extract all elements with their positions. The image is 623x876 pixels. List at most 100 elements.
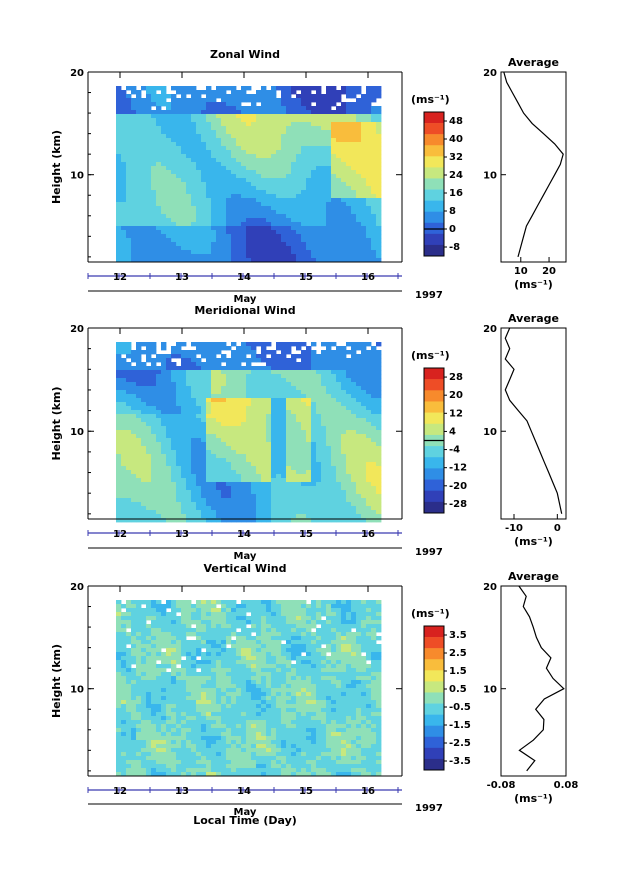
heatmap-cell [316, 438, 322, 443]
heatmap-cell [236, 234, 242, 239]
heatmap-cell [121, 518, 127, 523]
heatmap-cell [286, 158, 292, 163]
heatmap-cell [236, 90, 242, 95]
heatmap-cell [356, 370, 362, 375]
heatmap-cell [361, 402, 367, 407]
heatmap-cell [266, 414, 272, 419]
heatmap-cell [236, 254, 242, 259]
heatmap-cell [236, 198, 242, 203]
heatmap-cell [161, 122, 167, 127]
heatmap-cell [256, 442, 262, 447]
heatmap-cell [131, 608, 137, 613]
heatmap-cell [246, 446, 252, 451]
heatmap-cell [321, 138, 327, 143]
heatmap-cell [136, 418, 142, 423]
heatmap-cell [371, 374, 377, 379]
heatmap-cell [351, 254, 357, 259]
heatmap-cell [131, 700, 137, 705]
heatmap-cell [291, 118, 297, 123]
heatmap-cell [256, 214, 262, 219]
heatmap-cell [201, 482, 207, 487]
heatmap-cell [201, 446, 207, 451]
heatmap-cell [346, 510, 352, 515]
heatmap-cell [331, 158, 337, 163]
heatmap-cell [346, 514, 352, 519]
heatmap-cell [136, 744, 142, 749]
heatmap-cell [216, 490, 222, 495]
heatmap-cell [366, 510, 372, 515]
heatmap-cell [351, 378, 357, 383]
heatmap-cell [261, 254, 267, 259]
heatmap-cell [356, 410, 362, 415]
heatmap-cell [301, 486, 307, 491]
heatmap-cell [316, 474, 322, 479]
heatmap-cell [271, 202, 277, 207]
heatmap-cell [291, 378, 297, 383]
heatmap-cell [181, 214, 187, 219]
heatmap-cell [341, 478, 347, 483]
heatmap-cell [351, 414, 357, 419]
heatmap-cell [296, 142, 302, 147]
heatmap-cell [226, 258, 232, 263]
heatmap-cell [301, 166, 307, 171]
heatmap-cell [196, 126, 202, 131]
heatmap-cell [121, 494, 127, 499]
heatmap-cell [276, 162, 282, 167]
heatmap-cell [121, 482, 127, 487]
heatmap-cell [131, 246, 137, 251]
heatmap-cell [266, 158, 272, 163]
heatmap-cell [151, 158, 157, 163]
heatmap-cell [276, 218, 282, 223]
colorbar-tick-label: 12 [449, 408, 463, 419]
heatmap-cell [271, 374, 277, 379]
heatmap-cell [216, 406, 222, 411]
heatmap-cell [221, 186, 227, 191]
heatmap-cell [341, 438, 347, 443]
heatmap-cell [246, 502, 252, 507]
heatmap-cell [201, 350, 207, 355]
heatmap-cell [151, 210, 157, 215]
heatmap-cell [351, 362, 357, 367]
heatmap-cell [331, 350, 337, 355]
heatmap-cell [321, 414, 327, 419]
heatmap-cell [126, 600, 132, 605]
heatmap-cell [226, 394, 232, 399]
heatmap-cell [291, 106, 297, 111]
heatmap-cell [306, 382, 312, 387]
heatmap-cell [246, 410, 252, 415]
heatmap-cell [126, 398, 132, 403]
heatmap-cell [216, 366, 222, 371]
heatmap-cell [246, 402, 252, 407]
heatmap-cell [176, 514, 182, 519]
heatmap-cell [351, 214, 357, 219]
heatmap-cell [186, 506, 192, 511]
heatmap-cell [261, 150, 267, 155]
heatmap-cell [286, 194, 292, 199]
heatmap-cell [136, 482, 142, 487]
heatmap-cell [116, 166, 122, 171]
heatmap-cell [231, 158, 237, 163]
heatmap-cell [241, 418, 247, 423]
heatmap-cell [181, 498, 187, 503]
heatmap-cell [176, 434, 182, 439]
heatmap-cell [226, 134, 232, 139]
heatmap-cell [151, 506, 157, 511]
heatmap-cell [366, 498, 372, 503]
heatmap-cell [186, 402, 192, 407]
heatmap-cell [266, 482, 272, 487]
heatmap-cell [226, 126, 232, 131]
heatmap-cell [256, 162, 262, 167]
heatmap-cell [241, 114, 247, 119]
heatmap-cell [131, 186, 137, 191]
heatmap-cell [266, 422, 272, 427]
heatmap-cell [261, 86, 267, 91]
heatmap-cell [171, 230, 177, 235]
heatmap-cell [326, 230, 332, 235]
heatmap-cell [176, 430, 182, 435]
heatmap-cell [171, 430, 177, 435]
heatmap-cell [256, 486, 262, 491]
heatmap-cell [131, 374, 137, 379]
heatmap-cell [206, 406, 212, 411]
heatmap-cell [256, 222, 262, 227]
